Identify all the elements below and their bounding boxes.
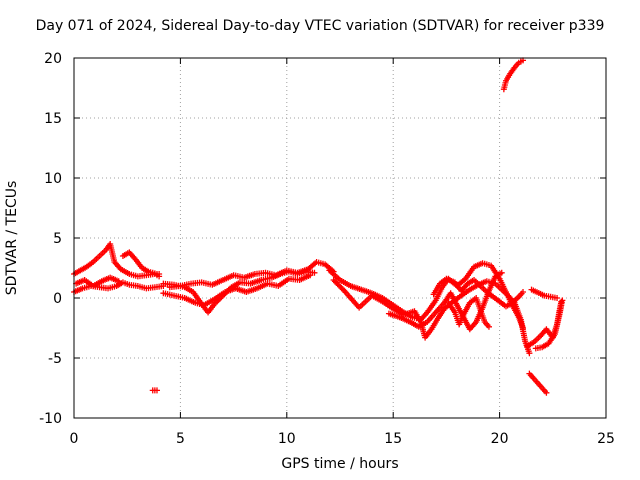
data-point [153,387,160,394]
data-point [307,272,314,279]
data-point [156,271,163,277]
y-tick-label: 20 [44,51,62,67]
data-point [543,389,550,396]
x-tick-label: 5 [176,431,185,447]
y-axis-label: SDTVAR / TECUs [4,180,20,296]
tick-layer: 0 5 10 15 20 25 -10 -5 0 5 10 15 20 [39,51,615,447]
x-tick-label: 0 [70,431,79,447]
data-point [333,279,340,286]
x-axis-label: GPS time / hours [281,456,399,472]
data-point [339,286,346,293]
y-tick-label: 0 [53,291,62,307]
grid-layer [74,58,606,418]
data-point [526,350,533,357]
plot-frame [73,57,607,419]
x-tick-label: 25 [597,431,615,447]
y-tick-label: 5 [53,231,62,247]
x-tick-label: 15 [384,431,402,447]
data-point [520,289,527,295]
point-layer [71,57,566,396]
data-point [115,278,122,285]
x-tick-label: 20 [491,431,509,447]
chart-title: Day 071 of 2024, Sidereal Day-to-day VTE… [35,18,605,34]
data-point [554,295,561,301]
x-tick-label: 10 [278,431,296,447]
data-point [559,297,566,304]
data-point [485,323,492,330]
y-tick-label: -10 [39,411,62,427]
y-tick-label: 15 [44,111,62,127]
data-point [498,269,505,276]
y-tick-label: 10 [44,171,62,187]
y-tick-label: -5 [48,351,62,367]
data-point [311,269,318,276]
